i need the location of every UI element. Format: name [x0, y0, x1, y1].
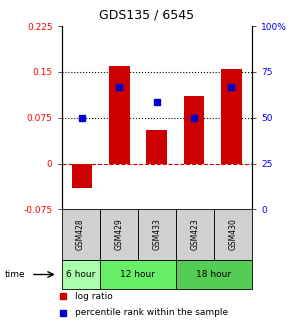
Text: GDS135 / 6545: GDS135 / 6545	[99, 8, 194, 21]
Text: 6 hour: 6 hour	[66, 270, 95, 279]
Text: 18 hour: 18 hour	[196, 270, 231, 279]
Bar	[109, 66, 130, 164]
Text: 12 hour: 12 hour	[120, 270, 155, 279]
Bar	[184, 96, 205, 164]
Bar	[72, 164, 92, 188]
Text: GSM428: GSM428	[76, 219, 85, 250]
Text: percentile rank within the sample: percentile rank within the sample	[75, 308, 228, 317]
Bar	[176, 209, 214, 260]
Text: GSM429: GSM429	[114, 218, 123, 250]
Bar	[62, 260, 100, 289]
Bar	[100, 260, 176, 289]
Bar	[221, 69, 242, 164]
Text: GSM430: GSM430	[229, 218, 237, 250]
Text: GSM433: GSM433	[152, 218, 161, 250]
Bar	[176, 260, 252, 289]
Bar	[146, 130, 167, 164]
Text: time: time	[5, 270, 25, 279]
Bar	[100, 209, 138, 260]
Bar	[138, 209, 176, 260]
Text: GSM423: GSM423	[190, 218, 199, 250]
Text: log ratio: log ratio	[75, 292, 113, 301]
Bar	[62, 209, 100, 260]
Bar	[214, 209, 252, 260]
